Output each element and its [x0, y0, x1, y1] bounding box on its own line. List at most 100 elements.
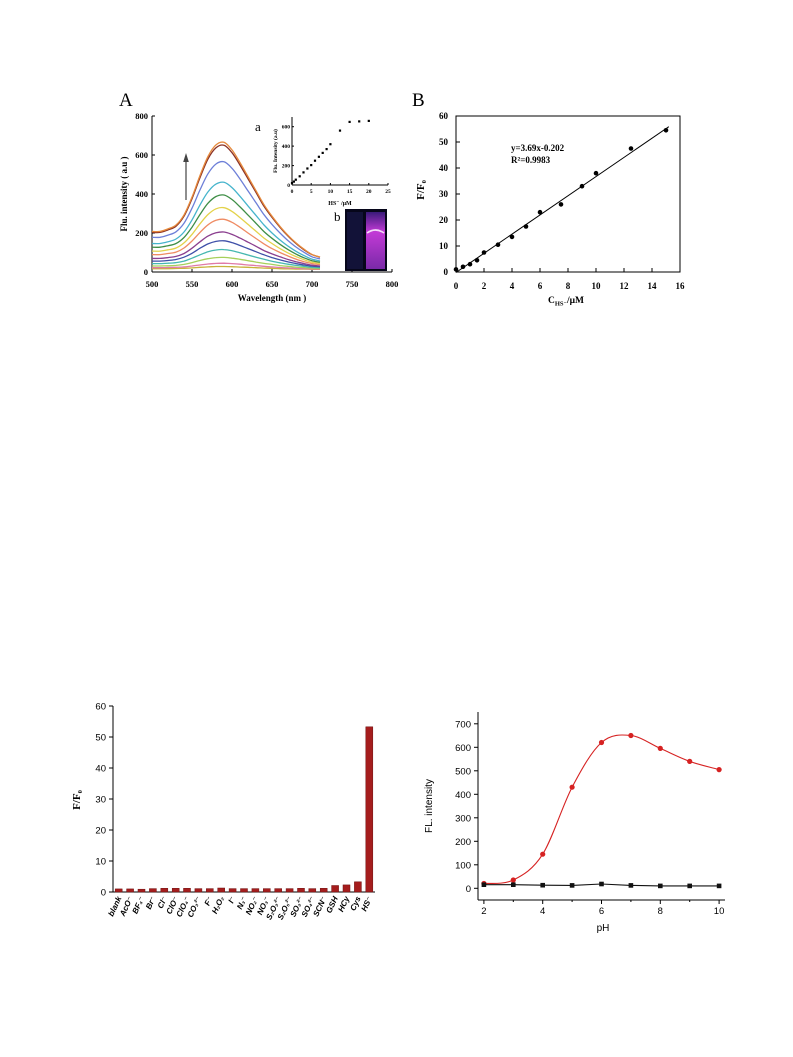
- inset-y-axis-label: Flu. Intensity (a.u): [272, 129, 279, 173]
- y-tick-label: 60: [439, 111, 449, 121]
- inset-data-point: [302, 171, 305, 174]
- inset-data-point: [310, 164, 313, 167]
- inset-label-a: a: [255, 119, 261, 134]
- data-point-circle: [569, 784, 575, 790]
- data-point: [593, 170, 599, 176]
- spectrum-line-13: [151, 265, 320, 270]
- x-tick-label: 12: [620, 281, 630, 291]
- panel-label-b: B: [412, 90, 425, 111]
- bar: [365, 726, 374, 893]
- y-axis-label: FL. intensity: [424, 779, 435, 833]
- y-tick-label: 500: [455, 766, 471, 777]
- y-tick-label: 0: [144, 267, 148, 277]
- bar: [206, 888, 214, 893]
- inset-x-tick-label: 15: [347, 189, 353, 195]
- spectrum-line-2: [151, 144, 321, 258]
- y-tick-label: 0: [466, 884, 471, 895]
- data-point-square: [658, 883, 663, 889]
- inset-data-point: [306, 167, 309, 170]
- inset-y-tick-label: 200: [282, 164, 291, 170]
- inset-plot-area: 0 5 10 15 20 25 0 200 400 600: [282, 119, 391, 195]
- x-tick-label: 2: [481, 906, 486, 917]
- data-point: [460, 264, 466, 270]
- x-tick-label: 800: [386, 279, 399, 289]
- x-tick-label: 8: [566, 281, 571, 291]
- y-tick-label: 100: [455, 860, 471, 871]
- data-point: [495, 242, 501, 247]
- data-point: [523, 224, 529, 229]
- spectrum-line-6: [151, 206, 321, 265]
- bar: [274, 888, 282, 893]
- panel-b-linear-fit-chart: B 0 2 4 6 8 10 12 14 16 0 10 20 30 40 50 60 F/F₀ CHS⁻/μ…: [412, 90, 685, 308]
- inset-b-photo: b: [334, 209, 387, 271]
- inset-x-tick-label: 0: [291, 189, 294, 195]
- x-tick-label: 8: [658, 906, 663, 917]
- bar: [308, 888, 317, 893]
- inset-data-point: [348, 120, 351, 123]
- data-point: [453, 267, 459, 272]
- y-tick-label: 300: [455, 813, 471, 824]
- bar: [149, 888, 157, 893]
- x-tick-label: 2: [482, 281, 487, 291]
- bar: [228, 888, 237, 893]
- spectrum-line-8: [151, 231, 321, 267]
- inset-data-point: [321, 151, 324, 154]
- x-tick-label: 650: [266, 279, 279, 289]
- cuvette-glow: [366, 229, 385, 234]
- x-axis-label-unit: /μM: [566, 296, 584, 306]
- fit-equation: y=3.69x-0.202: [511, 143, 565, 153]
- plot-frame: [455, 115, 681, 273]
- inset-x-tick-label: 5: [310, 189, 313, 195]
- y-axis-label: F/F₀: [71, 789, 83, 809]
- data-point: [481, 250, 487, 255]
- data-point-square: [716, 883, 722, 889]
- y-tick-label: 200: [455, 837, 471, 848]
- data-point: [509, 234, 515, 240]
- data-point: [558, 202, 564, 207]
- spectrum-line-4: [151, 181, 321, 262]
- x-tick-label: 500: [146, 279, 159, 289]
- data-point-circle: [540, 851, 546, 857]
- trend-arrow: [183, 153, 189, 200]
- data-point-square: [687, 883, 692, 889]
- x-axis-label: CHS⁻/μM: [548, 296, 584, 308]
- spectrum-line-12: [151, 262, 321, 270]
- data-point-square: [481, 882, 487, 887]
- inset-x-tick-label: 20: [366, 189, 372, 195]
- category-label: HS⁻: [359, 895, 374, 913]
- bar: [342, 884, 351, 893]
- inset-data-point: [298, 175, 301, 178]
- bar: [331, 885, 339, 893]
- data-point-circle: [510, 877, 516, 883]
- data-point-square: [511, 882, 516, 887]
- data-point-square: [599, 881, 604, 887]
- arrow-head: [183, 153, 189, 162]
- inset-y-tick-label: 600: [282, 125, 291, 131]
- bar: [126, 888, 134, 893]
- bar: [160, 888, 169, 893]
- data-point-circle: [628, 732, 634, 739]
- bar: [137, 888, 146, 893]
- inset-data-point: [329, 143, 332, 146]
- fit-line: [455, 126, 670, 273]
- inset-x-tick-label: 10: [328, 189, 334, 195]
- inset-data-point: [367, 119, 370, 122]
- y-tick-label: 30: [95, 795, 106, 806]
- bar: [285, 888, 294, 893]
- y-tick-label: 600: [135, 150, 148, 160]
- x-tick-label: 6: [599, 906, 604, 917]
- data-point-circle: [716, 767, 722, 773]
- panel-label-a: A: [119, 90, 133, 111]
- data-point-circle: [598, 739, 605, 746]
- data-point-square: [540, 882, 545, 888]
- inset-data-point: [292, 180, 295, 183]
- bar: [263, 888, 271, 893]
- bar: [297, 888, 305, 893]
- cuvette-right: [366, 212, 385, 269]
- x-axis-label: pH: [597, 923, 610, 934]
- y-tick-label: 60: [95, 702, 106, 713]
- data-point: [474, 258, 480, 263]
- data-point-circle: [657, 745, 663, 752]
